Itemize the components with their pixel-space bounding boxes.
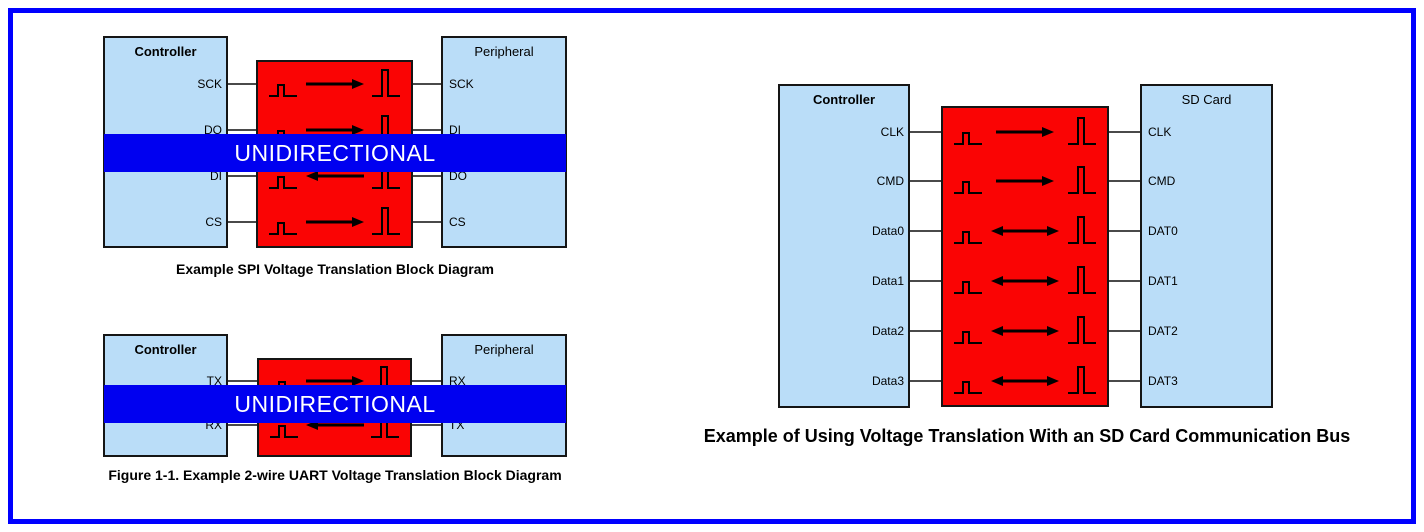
translator-row	[941, 309, 1109, 353]
tall-pulse-icon	[371, 69, 401, 97]
small-pulse-icon	[953, 181, 983, 194]
translator-row	[941, 110, 1109, 154]
translator-row	[256, 200, 413, 244]
spi-pin-sck-left: SCK	[197, 77, 222, 91]
wire	[228, 83, 256, 85]
uart-banner-label: UNIDIRECTIONAL	[234, 390, 436, 417]
wire	[1109, 330, 1140, 332]
arrow-both-icon	[990, 275, 1060, 287]
arrow-both-icon	[990, 375, 1060, 387]
tall-pulse-icon	[1067, 166, 1097, 194]
translator-row	[941, 209, 1109, 253]
tall-pulse-icon	[1067, 216, 1097, 244]
sd-pin-data2-left: Data2	[871, 324, 904, 338]
small-pulse-icon	[953, 132, 983, 145]
spi-peripheral-title: Peripheral	[474, 44, 534, 59]
sd-pin-clk-right: CLK	[1148, 125, 1172, 139]
wire	[413, 83, 441, 85]
small-pulse-icon	[953, 231, 983, 244]
sd-translator-block	[941, 106, 1109, 407]
small-pulse-icon	[953, 381, 983, 394]
wire	[910, 230, 941, 232]
spi-pin-di-right: DI	[449, 123, 461, 137]
arrow-both-icon	[990, 225, 1060, 237]
uart-pin-tx-left: TX	[206, 374, 222, 388]
spi-pin-do-left: DO	[204, 123, 222, 137]
wire	[413, 129, 441, 131]
sd-pin-dat1-right: DAT1	[1148, 274, 1178, 288]
small-pulse-icon	[268, 176, 298, 189]
spi-pin-do-right: DO	[449, 169, 467, 183]
tall-pulse-icon	[1067, 266, 1097, 294]
sd-pin-clk-left: CLK	[880, 125, 904, 139]
spi-pin-sck-right: SCK	[449, 77, 474, 91]
sd-pin-cmd-right: CMD	[1148, 174, 1176, 188]
translator-row	[941, 359, 1109, 403]
wire	[910, 280, 941, 282]
arrow-right-icon	[995, 175, 1055, 187]
wire	[413, 221, 441, 223]
sd-pin-dat3-right: DAT3	[1148, 374, 1178, 388]
uart-peripheral-title: Peripheral	[474, 342, 534, 357]
uart-caption: Figure 1-1. Example 2-wire UART Voltage …	[108, 467, 562, 483]
sd-pin-dat0-right: DAT0	[1148, 224, 1178, 238]
sd-controller-block: Controller	[778, 84, 910, 408]
small-pulse-icon	[268, 222, 298, 235]
small-pulse-icon	[269, 425, 299, 438]
wire	[228, 380, 257, 382]
tall-pulse-icon	[1067, 117, 1097, 145]
wire	[412, 424, 441, 426]
small-pulse-icon	[953, 331, 983, 344]
wire	[910, 180, 941, 182]
sd-pin-data1-left: Data1	[871, 274, 904, 288]
wire	[228, 175, 256, 177]
wire	[228, 221, 256, 223]
sd-pin-dat2-right: DAT2	[1148, 324, 1178, 338]
wire	[228, 424, 257, 426]
wire	[228, 129, 256, 131]
arrow-right-icon	[304, 216, 365, 228]
small-pulse-icon	[953, 281, 983, 294]
wire	[910, 330, 941, 332]
sd-pin-data0-left: Data0	[871, 224, 904, 238]
spi-unidirectional-banner: UNIDIRECTIONAL	[104, 134, 566, 172]
arrow-right-icon	[995, 126, 1055, 138]
small-pulse-icon	[268, 84, 298, 97]
translator-row	[256, 62, 413, 106]
translator-row	[941, 159, 1109, 203]
spi-pin-cs-left: CS	[205, 215, 222, 229]
sd-pin-data3-left: Data3	[871, 374, 904, 388]
translator-row	[941, 259, 1109, 303]
uart-unidirectional-banner: UNIDIRECTIONAL	[104, 385, 566, 423]
arrow-both-icon	[990, 325, 1060, 337]
wire	[1109, 280, 1140, 282]
uart-controller-title: Controller	[134, 342, 197, 357]
arrow-right-icon	[304, 78, 365, 90]
spi-banner-label: UNIDIRECTIONAL	[234, 139, 436, 166]
wire	[910, 131, 941, 133]
sd-caption: Example of Using Voltage Translation Wit…	[703, 426, 1351, 446]
wire	[1109, 230, 1140, 232]
sd-card-title: SD Card	[1181, 92, 1232, 107]
tall-pulse-icon	[371, 207, 401, 235]
sd-pin-cmd-left: CMD	[876, 174, 904, 188]
wire	[1109, 180, 1140, 182]
sd-controller-title: Controller	[812, 92, 876, 107]
spi-controller-title: Controller	[134, 44, 197, 59]
sd-card-block: SD Card	[1140, 84, 1273, 408]
wire	[1109, 131, 1140, 133]
wire	[910, 380, 941, 382]
wire	[1109, 380, 1140, 382]
spi-pin-cs-right: CS	[449, 215, 466, 229]
tall-pulse-icon	[1067, 366, 1097, 394]
tall-pulse-icon	[1067, 316, 1097, 344]
spi-caption: Example SPI Voltage Translation Block Di…	[176, 261, 494, 277]
uart-pin-rx-right: RX	[449, 374, 466, 388]
spi-pin-di-left: DI	[210, 169, 222, 183]
wire	[413, 175, 441, 177]
wire	[412, 380, 441, 382]
